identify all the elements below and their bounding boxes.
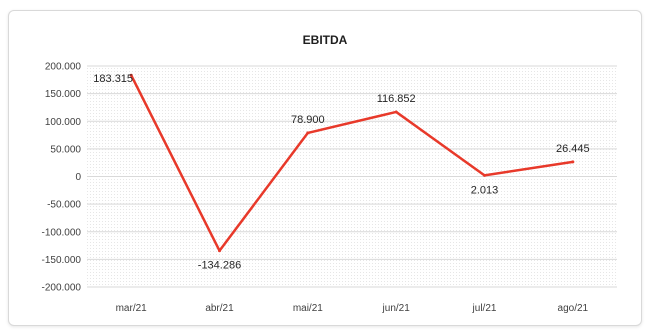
series-layer <box>129 73 575 253</box>
data-label: 78.900 <box>291 114 325 126</box>
gridlines <box>87 65 617 288</box>
x-tick-label: abr/21 <box>205 303 234 314</box>
y-tick-label: -150.000 <box>42 255 82 266</box>
chart-card: EBITDA 200.000 150.000 100.000 50.000 0 -50.0… <box>8 10 642 326</box>
y-tick-label: -200.000 <box>42 283 82 294</box>
series-line <box>130 74 574 252</box>
y-axis-ticks: 200.000 150.000 100.000 50.000 0 -50.000 -100.… <box>42 62 82 294</box>
data-label: 183.315 <box>93 73 133 85</box>
y-tick-label: 100.000 <box>45 117 82 128</box>
y-tick-label: -50.000 <box>47 200 81 211</box>
x-tick-label: jun/21 <box>382 303 411 314</box>
y-tick-label: 150.000 <box>45 89 82 100</box>
data-point <box>483 173 486 177</box>
data-label: -134.286 <box>198 260 241 272</box>
data-point <box>306 131 310 135</box>
x-tick-label: mai/21 <box>293 303 323 314</box>
x-tick-label: ago/21 <box>558 303 589 314</box>
y-tick-label: 0 <box>75 172 81 183</box>
data-point <box>571 160 575 164</box>
x-axis-ticks: mar/21 abr/21 mai/21 jun/21 jul/21 ago/21 <box>116 303 589 314</box>
x-tick-label: jul/21 <box>472 303 497 314</box>
data-label: 116.852 <box>377 93 416 105</box>
x-tick-label: mar/21 <box>116 303 148 314</box>
y-tick-label: 200.000 <box>45 62 82 73</box>
chart-title: EBITDA <box>302 33 348 47</box>
y-tick-label: 50.000 <box>50 144 81 155</box>
data-labels: 183.315 -134.286 78.900 116.852 2.013 26.445 <box>93 73 589 271</box>
data-label: 26.445 <box>556 143 590 155</box>
data-point <box>129 73 133 77</box>
data-label: 2.013 <box>471 184 499 196</box>
ebitda-line-chart: 200.000 150.000 100.000 50.000 0 -50.000 -100.… <box>42 62 617 314</box>
y-tick-label: -100.000 <box>42 227 82 238</box>
data-point <box>218 249 221 253</box>
data-point <box>394 110 398 114</box>
